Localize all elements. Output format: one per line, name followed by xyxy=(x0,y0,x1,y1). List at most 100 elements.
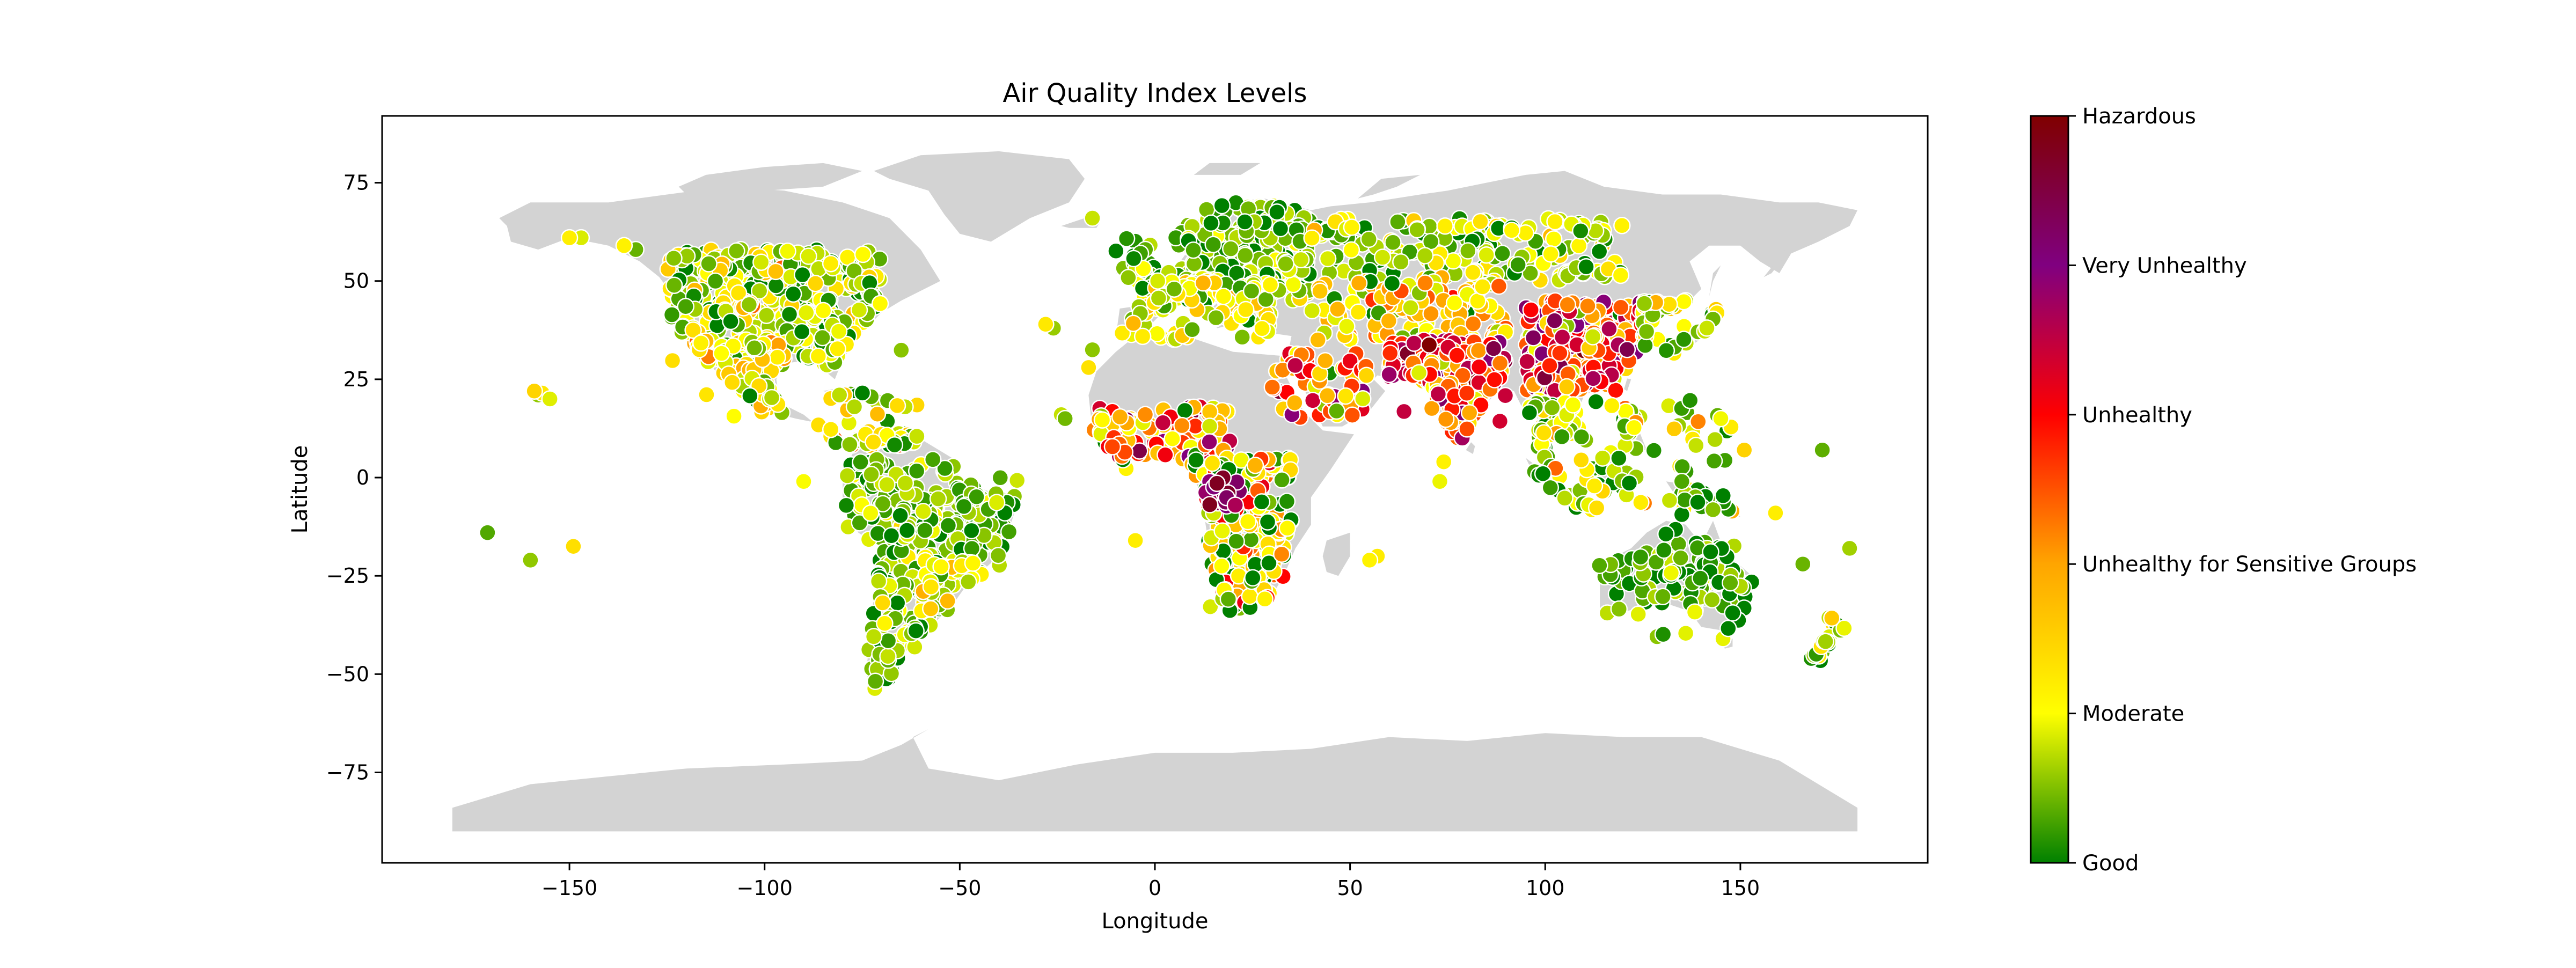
x-tick-label: −50 xyxy=(938,876,981,900)
aqi-point xyxy=(1448,347,1466,364)
colorbar: Good Moderate Unhealthy for Sensitive Grou… xyxy=(2030,104,2417,876)
aqi-point xyxy=(1654,625,1672,643)
aqi-point xyxy=(1148,272,1167,290)
aqi-point xyxy=(700,255,718,273)
aqi-point xyxy=(878,475,896,494)
aqi-point xyxy=(1445,294,1463,312)
aqi-point xyxy=(1436,217,1454,235)
aqi-point xyxy=(1176,401,1194,420)
aqi-point xyxy=(522,551,539,569)
aqi-point xyxy=(1257,290,1275,309)
aqi-point xyxy=(1629,605,1647,623)
aqi-point xyxy=(1600,320,1618,338)
aqi-point xyxy=(1328,402,1345,420)
aqi-point xyxy=(1392,253,1410,271)
aqi-point xyxy=(879,632,897,650)
aqi-point xyxy=(1207,309,1225,327)
aqi-point xyxy=(1278,519,1297,537)
aqi-point xyxy=(800,247,817,265)
aqi-point xyxy=(1794,555,1812,573)
colorbar-label: Moderate xyxy=(2082,702,2184,727)
aqi-point xyxy=(1692,569,1709,587)
aqi-point xyxy=(665,250,683,267)
aqi-point xyxy=(964,554,982,572)
aqi-point xyxy=(1242,531,1260,548)
aqi-point xyxy=(1618,341,1636,358)
colorbar-label: Very Unhealthy xyxy=(2082,253,2247,278)
aqi-point xyxy=(1584,328,1602,346)
aqi-point xyxy=(871,295,889,313)
aqi-point xyxy=(1124,314,1143,332)
aqi-point xyxy=(1437,410,1455,428)
aqi-point xyxy=(1490,277,1508,295)
y-tick-label: 25 xyxy=(343,368,369,391)
aqi-point xyxy=(1503,222,1521,239)
aqi-point xyxy=(1271,219,1290,238)
aqi-point xyxy=(907,622,925,640)
aqi-point xyxy=(1000,523,1018,541)
aqi-point xyxy=(989,546,1007,564)
aqi-point xyxy=(1258,513,1277,531)
aqi-point xyxy=(1687,436,1705,454)
aqi-point xyxy=(838,467,857,485)
aqi-point xyxy=(1273,471,1291,489)
aqi-point xyxy=(1689,493,1707,511)
aqi-point xyxy=(1610,449,1628,467)
aqi-point xyxy=(987,494,1006,511)
aqi-point xyxy=(692,334,710,352)
aqi-point xyxy=(829,340,846,358)
aqi-point xyxy=(1817,633,1834,650)
aqi-point xyxy=(1558,296,1577,314)
aqi-point xyxy=(892,341,910,359)
aqi-point xyxy=(1702,543,1719,561)
aqi-point xyxy=(1202,598,1219,615)
aqi-point xyxy=(1354,390,1372,408)
land-sri-lanka xyxy=(1466,442,1475,454)
aqi-point xyxy=(1541,479,1560,497)
aqi-point xyxy=(1689,413,1707,431)
aqi-points xyxy=(479,194,1858,698)
aqi-point xyxy=(1184,241,1202,259)
aqi-point xyxy=(741,387,759,405)
aqi-point xyxy=(814,302,832,320)
aqi-point xyxy=(852,453,869,471)
aqi-point xyxy=(888,397,906,415)
x-tick-label: 0 xyxy=(1148,876,1161,900)
aqi-point xyxy=(1631,548,1650,566)
aqi-point xyxy=(1383,274,1401,292)
aqi-point xyxy=(1253,493,1271,511)
aqi-point xyxy=(1237,300,1255,319)
aqi-point xyxy=(1662,564,1680,582)
aqi-point xyxy=(1579,297,1597,315)
aqi-point xyxy=(862,465,880,483)
aqi-point xyxy=(763,388,781,407)
aqi-point xyxy=(1543,399,1561,417)
aqi-point xyxy=(1338,318,1356,335)
aqi-point xyxy=(1841,539,1858,558)
aqi-point xyxy=(822,254,840,273)
aqi-point xyxy=(706,272,724,290)
aqi-point xyxy=(1420,336,1438,354)
aqi-point xyxy=(830,386,848,404)
aqi-point xyxy=(1226,496,1245,514)
aqi-point xyxy=(684,321,702,339)
aqi-point xyxy=(1187,451,1205,469)
aqi-point xyxy=(1553,328,1571,346)
aqi-point xyxy=(874,594,891,612)
aqi-point xyxy=(1572,451,1590,469)
aqi-point xyxy=(1117,230,1136,247)
plot-area: −150 −100 −50 0 50 100 150 −75 −50 −25 0 25 50 75 xyxy=(326,115,1929,900)
aqi-point xyxy=(1107,242,1125,260)
aqi-point xyxy=(960,573,977,591)
aqi-point xyxy=(1316,351,1334,370)
aqi-point xyxy=(1686,603,1704,621)
aqi-point xyxy=(1657,342,1675,360)
aqi-point xyxy=(1673,473,1691,490)
aqi-point xyxy=(1553,428,1571,446)
aqi-point xyxy=(1416,247,1434,265)
aqi-point xyxy=(1084,341,1101,359)
aqi-point xyxy=(1380,365,1398,384)
land-svalbard xyxy=(1194,163,1261,175)
aqi-point xyxy=(1460,404,1479,422)
